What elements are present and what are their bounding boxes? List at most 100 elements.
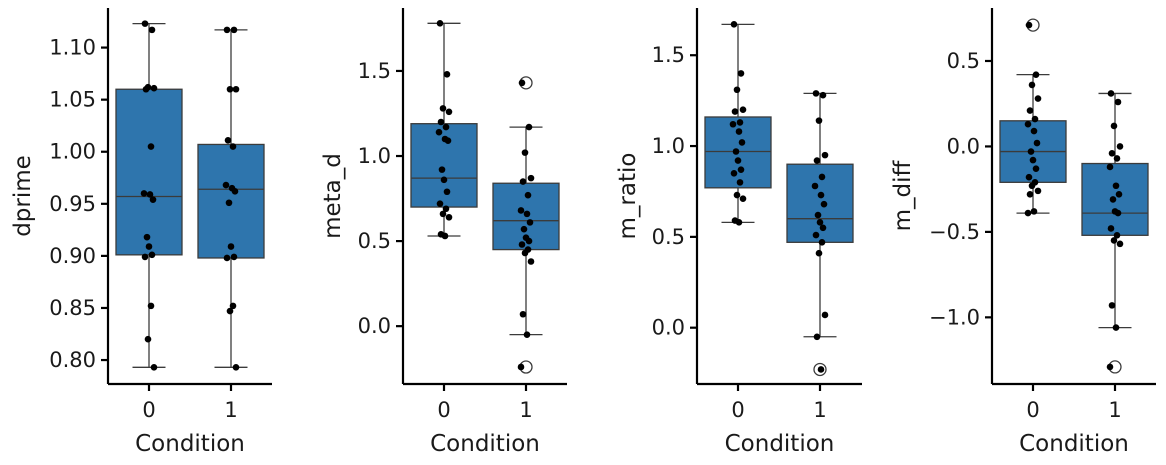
data-point: [225, 199, 233, 207]
data-point: [1116, 143, 1124, 150]
data-point: [526, 219, 534, 226]
data-point: [738, 139, 746, 146]
data-point: [816, 219, 824, 226]
data-point: [148, 251, 156, 259]
y-tick-label: 0.0: [358, 314, 391, 338]
y-tick-label: 0.95: [49, 192, 96, 216]
y-tick-label: 0.0: [947, 134, 980, 158]
data-point: [143, 233, 151, 241]
y-axis-label: m_ratio: [615, 153, 641, 240]
y-tick-label: 0.5: [652, 225, 685, 249]
data-point: [1108, 302, 1116, 309]
data-point: [521, 249, 529, 257]
data-point: [1030, 127, 1038, 135]
data-point: [815, 117, 823, 124]
data-point: [141, 253, 149, 261]
data-point: [1116, 240, 1124, 248]
data-point: [436, 200, 444, 207]
data-point: [812, 231, 820, 239]
x-axis-label: Condition: [430, 431, 540, 457]
data-point: [733, 191, 741, 199]
data-point: [437, 118, 445, 126]
data-point: [1113, 232, 1121, 239]
data-point: [444, 137, 452, 145]
data-point: [436, 20, 444, 27]
data-point: [819, 224, 827, 232]
x-tick-label: 1: [519, 398, 532, 422]
data-point: [232, 85, 240, 93]
box-group-condition-0: [999, 18, 1067, 217]
data-point: [140, 190, 148, 197]
data-point: [737, 70, 745, 77]
data-point: [222, 181, 230, 189]
data-point: [729, 120, 737, 128]
data-point: [1108, 149, 1116, 157]
x-tick-label: 1: [813, 398, 826, 422]
data-point: [519, 178, 527, 185]
data-point: [525, 123, 533, 131]
data-point: [527, 258, 535, 265]
data-point: [737, 166, 745, 173]
data-point: [438, 166, 446, 173]
y-tick-label: −0.5: [929, 220, 980, 244]
chart-panel-m_diff: −1.0 −0.5 0.0 0.5 0 1 Condition m_diff: [890, 8, 1156, 457]
chart-panel-m_ratio: 0.0 0.5 1.0 1.5 0 1 Condition m_ratio: [615, 8, 862, 457]
data-point: [141, 20, 149, 27]
data-point: [1031, 115, 1039, 123]
x-tick-label: 1: [1108, 398, 1121, 422]
data-point: [735, 219, 743, 226]
data-point: [733, 86, 741, 94]
y-tick-label: 1.0: [652, 134, 685, 158]
y-axis-label: meta_d: [320, 153, 346, 239]
box-group-condition-1: [197, 26, 265, 371]
box-group-condition-0: [410, 20, 478, 240]
data-point: [730, 169, 738, 177]
data-point: [1112, 324, 1120, 331]
data-point: [1030, 208, 1038, 215]
data-point: [730, 21, 738, 28]
data-point: [523, 331, 531, 338]
data-point: [1106, 163, 1114, 171]
x-axis-label: Condition: [1019, 431, 1129, 457]
data-point: [142, 85, 150, 93]
data-point: [1113, 155, 1121, 162]
data-point: [442, 123, 450, 131]
data-point: [1114, 209, 1122, 217]
data-point: [231, 188, 239, 195]
y-tick-label: 1.10: [49, 36, 96, 60]
data-point: [1024, 209, 1032, 217]
y-axis-label: m_diff: [890, 159, 916, 231]
data-point: [518, 79, 526, 87]
data-point: [226, 85, 234, 93]
data-point: [818, 173, 826, 181]
y-tick-label: 0.80: [49, 348, 96, 372]
y-tick-label: 0.90: [49, 244, 96, 268]
data-point: [732, 148, 740, 155]
data-point: [518, 241, 526, 248]
data-point: [147, 302, 155, 310]
data-point: [1025, 173, 1033, 181]
data-point: [440, 176, 448, 184]
data-point: [519, 310, 527, 318]
data-point: [146, 191, 154, 198]
data-point: [1032, 165, 1040, 172]
data-point: [441, 232, 449, 240]
data-point: [445, 108, 453, 116]
data-point: [520, 225, 528, 233]
data-point: [1034, 95, 1042, 102]
data-point: [226, 307, 234, 315]
box-group-condition-0: [704, 21, 772, 226]
data-point: [229, 302, 237, 310]
data-point: [524, 191, 532, 199]
data-point: [1027, 148, 1035, 155]
data-point: [147, 143, 155, 150]
y-tick-label: 1.05: [49, 88, 96, 112]
y-tick-label: 1.5: [358, 59, 391, 83]
data-point: [527, 174, 535, 182]
data-point: [1033, 139, 1041, 147]
data-point: [1107, 225, 1115, 232]
data-point: [443, 71, 451, 78]
data-point: [1029, 156, 1037, 164]
y-tick-label: 1.5: [652, 43, 685, 67]
